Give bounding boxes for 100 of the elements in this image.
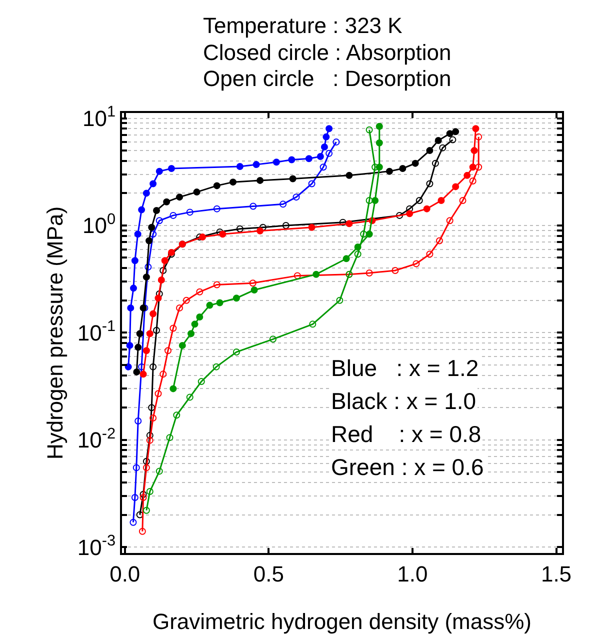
point — [250, 202, 257, 210]
point — [198, 378, 205, 386]
point — [154, 294, 162, 302]
annotation: Green : x = 0.6 — [331, 454, 484, 480]
point — [146, 436, 154, 444]
point — [134, 417, 142, 424]
point — [309, 320, 316, 328]
point — [127, 304, 134, 312]
point — [252, 161, 260, 168]
point — [469, 177, 476, 184]
point — [316, 153, 324, 160]
point — [166, 434, 174, 442]
text: Closed circle : Absorption — [203, 40, 452, 65]
point — [376, 139, 383, 146]
point — [308, 180, 316, 188]
point — [199, 234, 206, 241]
point — [150, 180, 157, 188]
point — [332, 138, 340, 146]
point — [191, 320, 198, 328]
point — [392, 267, 399, 274]
point — [423, 205, 430, 212]
point — [124, 363, 132, 370]
point — [326, 150, 333, 157]
point — [346, 172, 353, 179]
point — [288, 156, 296, 164]
point — [232, 294, 240, 302]
point — [176, 194, 184, 201]
point — [376, 122, 383, 130]
point — [213, 182, 220, 190]
x-axis-title: Gravimetric hydrogen density (mass%) — [152, 608, 532, 634]
point — [158, 276, 165, 284]
point — [150, 230, 157, 238]
y-tick-label: 10$^{-2}$ — [77, 425, 116, 453]
point — [470, 147, 478, 154]
point — [469, 164, 476, 171]
point — [173, 412, 180, 419]
point — [142, 458, 150, 465]
point — [188, 330, 195, 338]
annotation: Red : x = 0.8 — [331, 421, 482, 447]
point — [320, 143, 328, 150]
point — [446, 217, 454, 224]
point — [130, 518, 137, 526]
point — [216, 228, 224, 236]
point — [136, 330, 144, 338]
point — [294, 272, 301, 280]
point — [449, 136, 456, 144]
point — [216, 299, 224, 306]
point — [250, 286, 258, 294]
point — [146, 330, 154, 338]
point — [170, 324, 177, 332]
x-tick-label: 1.0 — [397, 561, 428, 586]
point — [282, 222, 290, 229]
point — [153, 326, 160, 334]
point — [308, 224, 316, 231]
y-axis-title: Hydrogen pressure (MPa) — [42, 206, 68, 460]
point — [426, 250, 434, 258]
point — [312, 270, 320, 278]
point — [213, 281, 220, 288]
point — [360, 230, 368, 238]
point — [339, 218, 346, 226]
point — [336, 296, 344, 304]
point — [154, 390, 162, 398]
point — [366, 196, 373, 204]
y-tick-label: 10$^{0}$ — [82, 210, 116, 238]
point — [432, 160, 439, 167]
point — [366, 230, 373, 238]
point — [168, 165, 175, 172]
point — [236, 162, 244, 170]
point — [366, 126, 373, 134]
point — [434, 137, 442, 144]
point — [459, 196, 466, 204]
point — [146, 432, 154, 439]
point — [452, 128, 460, 136]
point — [436, 237, 443, 244]
point — [138, 206, 146, 214]
point — [289, 175, 296, 182]
point — [212, 363, 220, 370]
point — [366, 270, 373, 277]
point — [131, 257, 138, 264]
annotation: Blue : x = 1.2 — [331, 355, 479, 381]
point — [132, 464, 140, 472]
point — [156, 217, 163, 224]
point — [342, 255, 350, 262]
point — [269, 336, 276, 343]
point — [134, 344, 142, 351]
point — [452, 183, 460, 190]
point — [148, 404, 156, 412]
point — [156, 290, 163, 298]
point — [475, 133, 482, 140]
point — [150, 414, 157, 422]
point — [142, 506, 150, 514]
y-tick-label: 10$^{-1}$ — [77, 318, 116, 346]
point — [412, 160, 419, 167]
point — [426, 147, 434, 154]
point — [142, 274, 150, 281]
x-tick-label: 0.5 — [253, 561, 284, 586]
text: Open circle : Desorption — [203, 66, 452, 91]
point — [213, 205, 220, 212]
point — [386, 168, 393, 175]
point — [196, 288, 204, 296]
